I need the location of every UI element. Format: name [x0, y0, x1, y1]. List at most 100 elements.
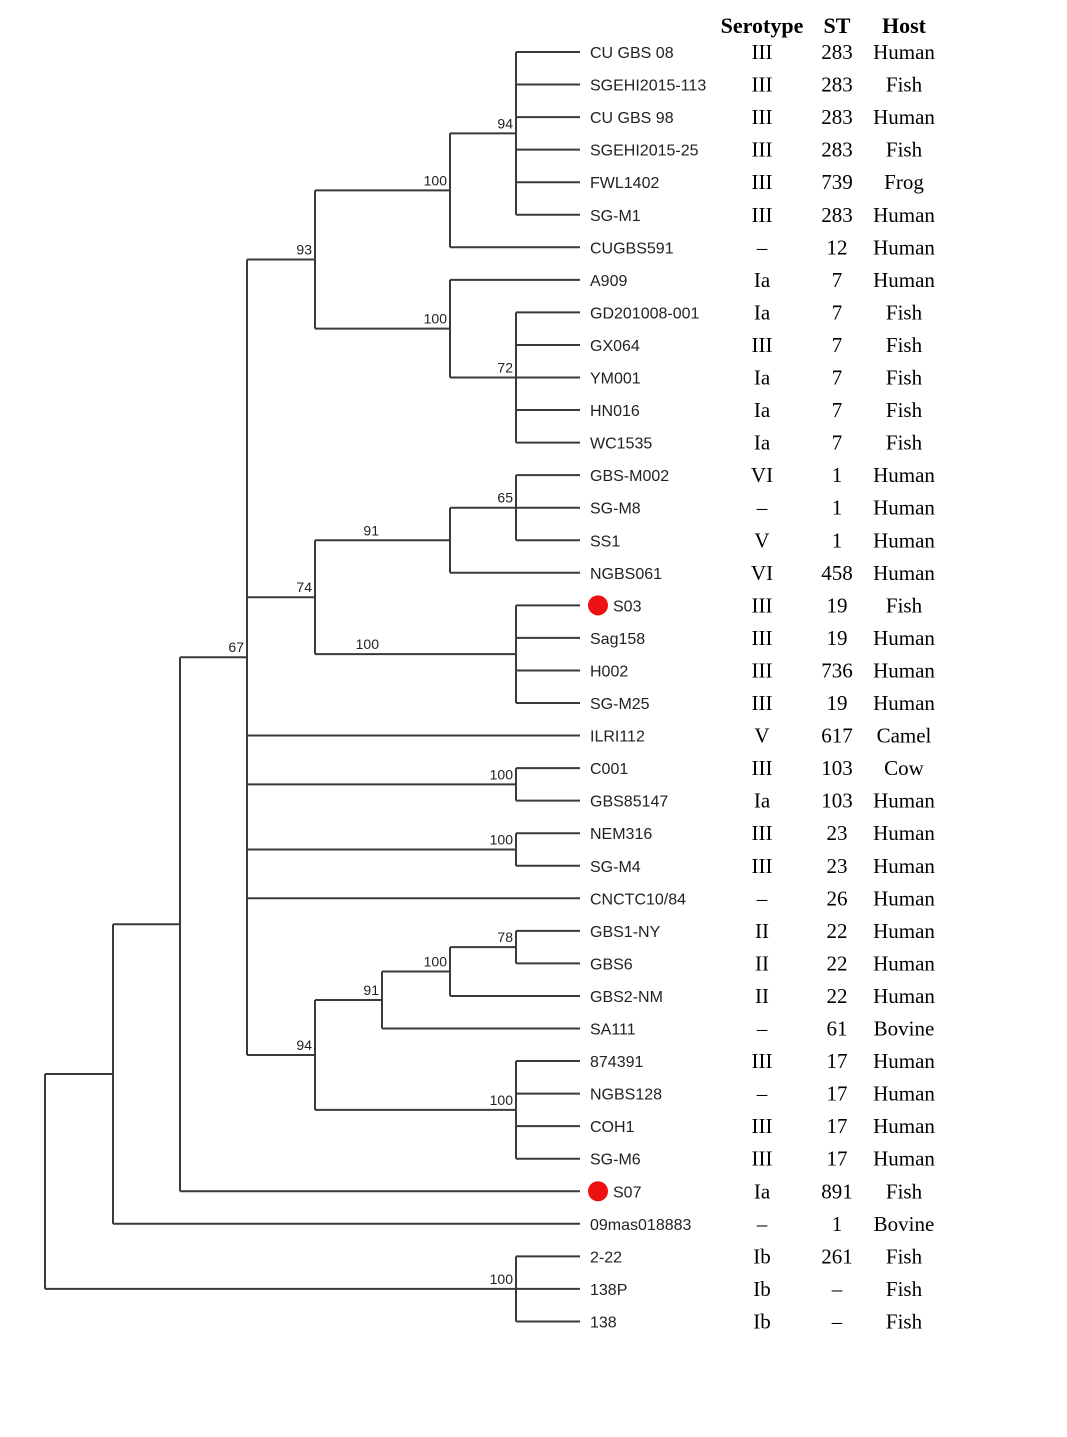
host-cell: Bovine: [874, 1212, 935, 1236]
st-cell: 739: [821, 170, 853, 194]
st-cell: 26: [827, 886, 848, 910]
bootstrap-value: 100: [356, 636, 380, 652]
serotype-cell: –: [756, 886, 768, 910]
serotype-cell: III: [752, 821, 773, 845]
st-cell: 103: [821, 789, 853, 813]
taxon-label: A909: [590, 273, 627, 290]
serotype-cell: VI: [751, 561, 773, 585]
host-cell: Human: [873, 1114, 935, 1138]
st-cell: 283: [821, 203, 853, 227]
st-cell: 7: [832, 398, 843, 422]
host-cell: Human: [873, 789, 935, 813]
serotype-cell: III: [752, 170, 773, 194]
st-cell: 17: [827, 1049, 848, 1073]
bootstrap-value: 72: [497, 360, 513, 376]
taxon-label: GBS1-NY: [590, 924, 661, 941]
host-cell: Fish: [886, 1309, 923, 1333]
host-cell: Human: [873, 496, 935, 520]
host-cell: Bovine: [874, 1017, 935, 1041]
st-cell: 7: [832, 366, 843, 390]
serotype-cell: –: [756, 235, 768, 259]
host-cell: Cow: [884, 756, 925, 780]
taxon-label: SG-M1: [590, 208, 641, 225]
serotype-cell: III: [752, 333, 773, 357]
taxon-label: CU GBS 98: [590, 110, 674, 127]
host-cell: Human: [873, 691, 935, 715]
serotype-cell: Ia: [754, 268, 771, 292]
serotype-cell: Ia: [754, 431, 771, 455]
host-cell: Human: [873, 951, 935, 975]
st-cell: 1: [832, 496, 843, 520]
st-cell: 283: [821, 105, 853, 129]
host-cell: Human: [873, 1147, 935, 1171]
bootstrap-value: 78: [497, 929, 513, 945]
taxon-label: GBS85147: [590, 794, 668, 811]
serotype-cell: V: [754, 528, 769, 552]
taxon-label: WC1535: [590, 436, 652, 453]
bootstrap-value: 67: [228, 639, 244, 655]
st-cell: 7: [832, 268, 843, 292]
host-cell: Fish: [886, 333, 923, 357]
st-cell: 12: [827, 235, 848, 259]
st-cell: 283: [821, 73, 853, 97]
taxon-label: SG-M25: [590, 696, 650, 713]
host-cell: Fish: [886, 138, 923, 162]
serotype-cell: III: [752, 626, 773, 650]
serotype-cell: III: [752, 1147, 773, 1171]
host-cell: Human: [873, 203, 935, 227]
serotype-cell: VI: [751, 463, 773, 487]
st-cell: 261: [821, 1244, 853, 1268]
host-cell: Human: [873, 268, 935, 292]
serotype-cell: Ia: [754, 398, 771, 422]
taxon-label: CNCTC10/84: [590, 891, 686, 908]
st-cell: 17: [827, 1082, 848, 1106]
taxon-label: 874391: [590, 1054, 643, 1071]
st-cell: 7: [832, 300, 843, 324]
taxon-label: NGBS128: [590, 1087, 662, 1104]
taxon-rows: CU GBS 08 III 283 Human SGEHI2015-113 III 283 F…: [588, 40, 935, 1333]
host-cell: Human: [873, 821, 935, 845]
serotype-cell: –: [756, 1212, 768, 1236]
taxon-label: NEM316: [590, 826, 652, 843]
st-cell: 17: [827, 1114, 848, 1138]
tree-branches: [44, 51, 580, 1323]
st-cell: 22: [827, 984, 848, 1008]
st-cell: 19: [827, 626, 848, 650]
host-cell: Human: [873, 886, 935, 910]
taxon-label: CUGBS591: [590, 240, 674, 257]
st-cell: 1: [832, 1212, 843, 1236]
taxon-label: GBS-M002: [590, 468, 669, 485]
bootstrap-value: 100: [490, 766, 514, 782]
host-cell: Human: [873, 1049, 935, 1073]
host-cell: Human: [873, 658, 935, 682]
serotype-cell: III: [752, 593, 773, 617]
serotype-cell: III: [752, 1049, 773, 1073]
taxon-label: CU GBS 08: [590, 45, 674, 62]
taxon-label: H002: [590, 663, 628, 680]
bootstrap-value: 100: [490, 1092, 514, 1108]
host-cell: Frog: [884, 170, 924, 194]
st-cell: 617: [821, 724, 853, 748]
st-cell: 61: [827, 1017, 848, 1041]
serotype-cell: Ib: [753, 1309, 771, 1333]
taxon-label: SG-M6: [590, 1152, 641, 1169]
taxon-label: 138: [590, 1314, 617, 1331]
st-cell: 7: [832, 333, 843, 357]
bootstrap-value: 94: [296, 1037, 312, 1053]
st-cell: 7: [832, 431, 843, 455]
taxon-label: GD201008-001: [590, 305, 700, 322]
host-cell: Human: [873, 626, 935, 650]
host-cell: Fish: [886, 1179, 923, 1203]
host-cell: Human: [873, 984, 935, 1008]
host-cell: Fish: [886, 398, 923, 422]
serotype-cell: –: [756, 496, 768, 520]
st-cell: 283: [821, 138, 853, 162]
bootstrap-value: 100: [424, 954, 448, 970]
host-cell: Human: [873, 561, 935, 585]
column-header-host: Host: [882, 13, 927, 38]
taxon-label: SS1: [590, 533, 620, 550]
bootstrap-value: 100: [490, 1271, 514, 1287]
serotype-cell: Ia: [754, 300, 771, 324]
st-cell: 458: [821, 561, 853, 585]
taxon-label: YM001: [590, 371, 641, 388]
